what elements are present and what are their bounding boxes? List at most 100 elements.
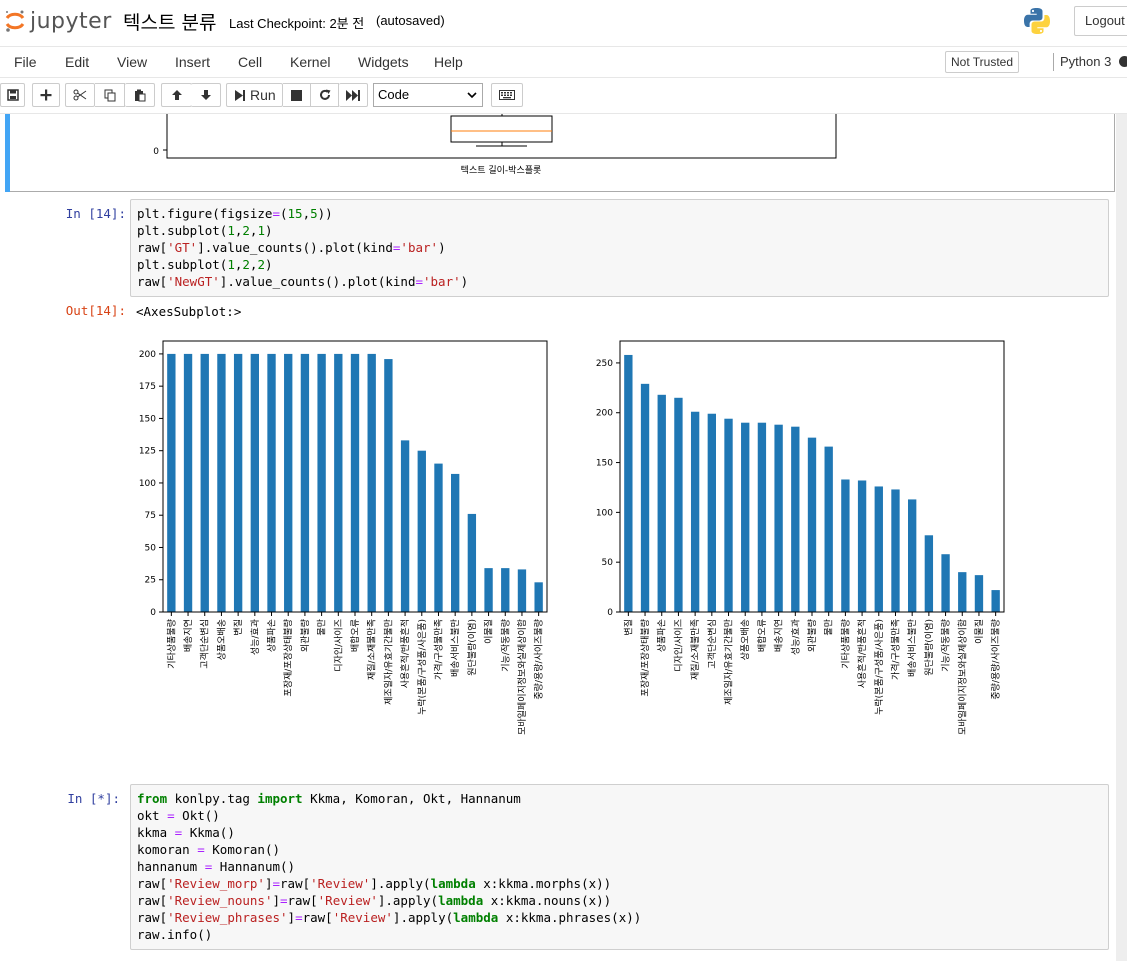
newgt-chart-bar: [824, 446, 833, 612]
running-cell-code-line: hannanum = Hannanum(): [137, 859, 296, 874]
jupyter-wordmark: jupyter: [30, 8, 112, 34]
running-cell-code-line: komoran = Komoran(): [137, 842, 281, 857]
interrupt-button[interactable]: [283, 83, 311, 107]
running-cell-code-editor[interactable]: from konlpy.tag import Kkma, Komoran, Ok…: [130, 784, 1109, 950]
command-palette-button[interactable]: [491, 83, 523, 107]
insert-cell-button[interactable]: [32, 83, 60, 107]
cell-type-value: Code: [378, 87, 410, 102]
gt-chart-y-tick-label: 150: [139, 414, 156, 424]
newgt-chart-x-tick-label: 배합오류: [757, 619, 768, 652]
newgt-chart-bar: [857, 480, 867, 612]
kernel-busy-indicator-icon: [1119, 56, 1127, 67]
gt-chart-y-tick-label: 200: [139, 350, 156, 360]
jupyter-logo[interactable]: jupyter: [4, 6, 112, 36]
run-button[interactable]: Run: [226, 83, 283, 107]
cell14-code-line: plt.subplot(1,2,1): [137, 223, 273, 238]
gt-chart-bar: [233, 353, 243, 612]
restart-run-all-button[interactable]: [339, 83, 368, 107]
cut-icon: [73, 89, 87, 101]
not-trusted-button[interactable]: Not Trusted: [945, 51, 1020, 73]
kernel-divider: [1053, 53, 1054, 71]
gt-chart-bar: [334, 353, 343, 612]
newgt-chart-y-tick-label: 250: [596, 359, 613, 369]
menu-view[interactable]: View: [117, 54, 148, 70]
cell14-code-line: raw['GT'].value_counts().plot(kind='bar'…: [137, 240, 446, 255]
running-cell-code-line: raw['Review_phrases']=raw['Review'].appl…: [137, 910, 642, 925]
newgt-chart-bar: [807, 437, 817, 612]
paste-button[interactable]: [125, 83, 155, 107]
running-cell-code-line: raw.info(): [137, 927, 213, 942]
cell14-code: plt.figure(figsize=(15,5)) plt.subplot(1…: [137, 205, 468, 290]
arrow-down-icon: [200, 90, 211, 100]
newgt-chart-bar: [757, 422, 767, 612]
menu-file[interactable]: File: [14, 54, 37, 70]
newgt-chart-bar: [991, 590, 1000, 612]
newgt-chart-bar: [724, 418, 733, 612]
newgt-chart-x-tick-label: 모바일페이지정보와실제상이함: [956, 619, 968, 735]
newgt-chart-bar: [791, 426, 800, 612]
notebook-title[interactable]: 텍스트 분류: [123, 12, 217, 34]
gt-chart-x-tick-label: 원단불량(이염): [466, 619, 478, 676]
boxplot-figure: 0 텍스트 길이-박스플롯: [153, 114, 837, 176]
gt-chart-x-tick-label: 제조일자/유효기간불만: [383, 619, 394, 705]
restart-button[interactable]: [311, 83, 339, 107]
copy-button[interactable]: [95, 83, 125, 107]
menu-cell[interactable]: Cell: [238, 54, 263, 70]
gt-chart-y-tick-label: 75: [145, 511, 156, 521]
running-cell-code-line: from konlpy.tag import Kkma, Komoran, Ok…: [137, 791, 521, 806]
gt-chart-x-tick-label: 기능/작동불량: [499, 619, 511, 672]
gt-chart-x-tick-label: 상품파손: [267, 619, 278, 652]
newgt-chart-bar: [891, 489, 900, 612]
gt-chart-x-tick-label: 변질: [232, 619, 244, 636]
running-cell-code: from konlpy.tag import Kkma, Komoran, Ok…: [137, 790, 641, 943]
newgt-chart-bar: [624, 354, 633, 612]
logout-button[interactable]: Logout: [1074, 6, 1127, 36]
running-cell-in-prompt: In [*]:: [67, 791, 120, 806]
newgt-chart-bar: [874, 486, 883, 612]
cut-button[interactable]: [65, 83, 95, 107]
gt-chart-bar: [367, 353, 376, 612]
move-cell-up-button[interactable]: [161, 83, 192, 107]
autosave-status: (autosaved): [376, 13, 445, 28]
gt-chart-bar: [167, 353, 176, 612]
notebook-scroll-area[interactable]: 0 텍스트 길이-박스플롯 In [14]: plt.figure(figsiz…: [0, 114, 1127, 961]
gt-chart-x-tick-label: 배송지연: [183, 619, 194, 652]
menu-widgets[interactable]: Widgets: [358, 54, 409, 70]
newgt-chart-y-tick-label: 100: [596, 508, 613, 518]
menu-edit[interactable]: Edit: [65, 54, 90, 70]
menu-insert[interactable]: Insert: [175, 54, 211, 70]
newgt-chart-x-tick-label: 포장재/포장상태불량: [639, 619, 651, 697]
newgt-chart-bar: [841, 479, 850, 612]
selected-cell-border[interactable]: [5, 114, 1115, 192]
cell14-code-line: plt.subplot(1,2,2): [137, 257, 273, 272]
running-cell-code-line: raw['Review_nouns']=raw['Review'].apply(…: [137, 893, 612, 908]
gt-chart-y-tick-label: 0: [150, 608, 156, 618]
gt-chart-x-tick-label: 누락(본품/구성품/사은품): [416, 619, 428, 715]
save-button[interactable]: [0, 83, 25, 107]
gt-chart-x-tick-label: 기타상품불량: [165, 619, 177, 669]
newgt-chart-y-tick-label: 50: [602, 558, 614, 568]
newgt-chart-y-tick-label: 150: [596, 459, 613, 469]
newgt-chart-bar: [974, 575, 984, 612]
kernel-name[interactable]: Python 3: [1060, 54, 1112, 69]
newgt-chart-bar: [640, 383, 650, 612]
gt-chart-x-tick-label: 이물질: [483, 619, 495, 644]
menu-kernel[interactable]: Kernel: [290, 54, 331, 70]
gt-chart-x-tick-label: 외관불량: [299, 619, 311, 652]
gt-chart-bar: [284, 353, 293, 612]
gt-chart-bar: [200, 353, 209, 612]
cell14-code-editor[interactable]: plt.figure(figsize=(15,5)) plt.subplot(1…: [130, 199, 1109, 297]
gt-chart-bar: [400, 440, 410, 612]
gt-chart-x-tick-label: 성능/효과: [250, 619, 261, 655]
python-logo-icon: [1024, 8, 1050, 34]
gt-chart-bar: [384, 359, 393, 612]
cell-type-select[interactable]: Code: [373, 83, 483, 107]
newgt-chart-bar: [741, 422, 750, 612]
menu-help[interactable]: Help: [434, 54, 463, 70]
newgt-chart-x-tick-label: 상품파손: [657, 619, 668, 652]
newgt-chart-x-tick-label: 이물질: [973, 619, 985, 644]
gt-chart-bar: [534, 582, 543, 612]
move-cell-down-button[interactable]: [191, 83, 221, 107]
gt-chart-y-tick-label: 25: [145, 576, 156, 586]
keyboard-icon: [499, 90, 515, 100]
